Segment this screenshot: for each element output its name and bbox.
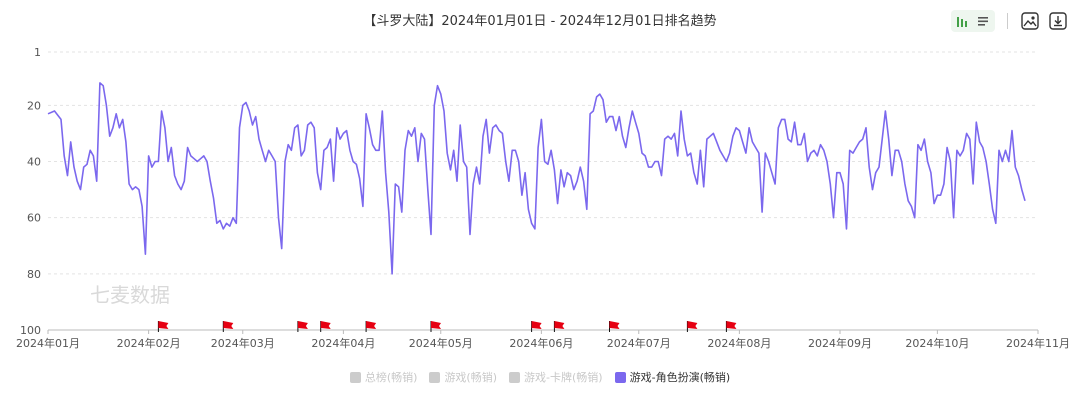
event-flag-icon[interactable] [609,321,620,332]
legend-label: 游戏(畅销) [444,371,498,384]
x-tick-label: 2024年08月 [707,336,771,350]
chart-toolbar [951,10,1068,32]
legend-label: 游戏-卡牌(畅销) [524,371,603,384]
legend-label: 游戏-角色扮演(畅销) [629,371,731,384]
legend-item-games[interactable]: 游戏(畅销) [429,369,497,385]
grid-layer [48,51,1038,275]
event-flag-icon[interactable] [725,321,737,332]
event-flag-icon[interactable] [531,321,542,332]
event-flag-icon[interactable] [297,321,308,332]
x-tick-label: 2024年04月 [311,336,375,350]
event-flag-icon[interactable] [686,321,698,332]
bar-chart-icon[interactable] [954,12,972,30]
y-tick-label: 60 [27,212,41,225]
download-icon[interactable] [1048,11,1068,31]
x-tick-label: 2024年05月 [409,336,473,350]
legend: 总榜(畅销) 游戏(畅销) 游戏-卡牌(畅销) 游戏-角色扮演(畅销) [0,369,1080,385]
x-tick-label: 2024年10月 [905,336,969,350]
legend-swatch [349,371,361,383]
x-tick-label: 2024年02月 [117,336,181,350]
view-toggle [951,10,995,32]
y-tick-label: 40 [27,156,41,169]
x-tick-label: 2024年06月 [509,336,573,350]
event-flag-icon[interactable] [553,321,565,332]
legend-swatch [509,371,521,383]
legend-label: 总榜(畅销) [364,371,418,384]
legend-swatch [614,371,626,383]
legend-item-card-games[interactable]: 游戏-卡牌(畅销) [509,369,603,385]
x-tick-label: 2024年03月 [211,336,275,350]
x-tick-label: 2024年01月 [16,336,80,350]
event-flag-icon[interactable] [430,321,441,332]
event-flag-icon[interactable] [157,321,169,332]
event-flag-icon[interactable] [222,321,234,332]
y-tick-label: 20 [27,99,41,112]
x-tick-label: 2024年07月 [607,336,671,350]
chart-title: 【斗罗大陆】2024年01月01日 - 2024年12月01日排名趋势 [363,14,717,29]
axis-layer [47,329,1039,334]
series-line[interactable] [47,82,1026,275]
watermark: 七麦数据 [90,283,170,307]
event-flag-icon[interactable] [365,321,377,332]
list-icon[interactable] [974,12,992,30]
legend-item-overall[interactable]: 总榜(畅销) [349,369,418,385]
flag-layer [157,321,737,332]
y-tick-label: 1 [34,46,41,59]
x-tick-label: 2024年11月 [1006,336,1070,350]
x-tick-label: 2024年09月 [808,336,872,350]
y-tick-label: 80 [27,268,41,281]
toolbar-divider [1007,13,1008,29]
legend-swatch [429,371,441,383]
event-flag-icon[interactable] [320,321,331,332]
image-icon[interactable] [1020,11,1040,31]
legend-item-rpg[interactable]: 游戏-角色扮演(畅销) [614,369,731,385]
y-tick-label: 100 [20,324,41,337]
